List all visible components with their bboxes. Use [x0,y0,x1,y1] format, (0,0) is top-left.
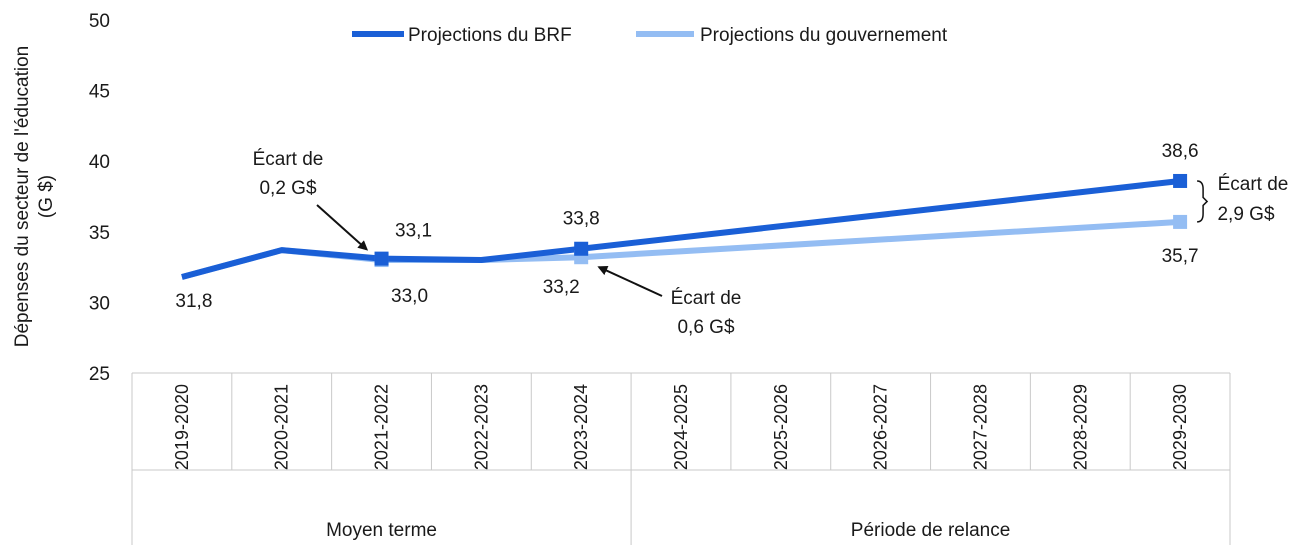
annotation-bracket [1197,180,1209,223]
data-label: 31,8 [175,291,212,312]
x-tick-label: 2027-2028 [970,384,990,470]
x-tick-label: 2024-2025 [671,384,691,470]
data-label: 33,2 [543,277,580,298]
legend-label: Projections du gouvernement [700,25,948,46]
legend: Projections du BRF Projections du gouvern… [352,25,948,46]
y-tick-label: 30 [89,293,110,314]
data-label: 33,1 [395,221,432,242]
data-label: 35,7 [1162,246,1199,267]
y-tick-label: 25 [89,364,110,385]
x-tick-label: 2029-2030 [1170,384,1190,470]
annotation-text: Écart de [1218,174,1289,195]
y-axis-ticks: 25 30 35 40 45 50 [89,11,110,385]
y-axis-title: Dépenses du secteur de l'éducation (G $) [12,46,57,348]
annotations: Écart de 0,2 G$ Écart de 0,6 G$ Écart de 2,9 … [253,149,1289,338]
group-label: Période de relance [851,520,1011,541]
marker-gouvernement [1173,214,1188,229]
annotation-text: Écart de [671,288,742,309]
y-tick-label: 35 [89,223,110,244]
data-label: 33,8 [563,209,600,230]
x-tick-label: 2019-2020 [172,384,192,470]
x-tick-label: 2020-2021 [272,384,292,470]
series-lines [181,177,1181,280]
annotation-arrow [597,266,663,297]
axis-frame [131,372,1231,545]
legend-label: Projections du BRF [408,25,572,46]
y-tick-label: 50 [89,11,110,32]
marker-brf [1173,173,1188,188]
y-tick-label: 40 [89,152,110,173]
data-label: 33,0 [391,286,428,307]
x-tick-label: 2026-2027 [871,384,891,470]
x-tick-label: 2023-2024 [571,384,591,470]
series-line-brf [181,177,1181,280]
series-line-gouvernement [181,218,1181,280]
annotation-text: Écart de [253,149,324,170]
x-tick-label: 2021-2022 [372,384,392,470]
y-axis-title-line-2: (G $) [36,175,57,218]
series-markers [374,173,1188,268]
group-label: Moyen terme [326,520,437,541]
annotation-text: 0,6 G$ [677,317,734,338]
x-axis-categories: 2019-2020 2020-2021 2021-2022 2022-2023 2023… [172,384,1190,470]
annotation-text: 2,9 G$ [1217,204,1274,225]
data-label: 38,6 [1162,141,1199,162]
annotation-text: 0,2 G$ [259,178,316,199]
x-tick-label: 2025-2026 [771,384,791,470]
data-labels: 33,1 33,8 38,6 31,8 33,0 33,2 35,7 [175,141,1198,312]
x-tick-label: 2022-2023 [471,384,491,470]
marker-brf [574,241,589,256]
marker-brf [374,251,389,266]
x-axis-groups: Moyen terme Période de relance [326,520,1010,541]
x-tick-label: 2028-2029 [1070,384,1090,470]
y-axis-title-line-1: Dépenses du secteur de l'éducation [12,46,33,348]
y-tick-label: 45 [89,82,110,103]
annotation-arrow [316,204,369,251]
